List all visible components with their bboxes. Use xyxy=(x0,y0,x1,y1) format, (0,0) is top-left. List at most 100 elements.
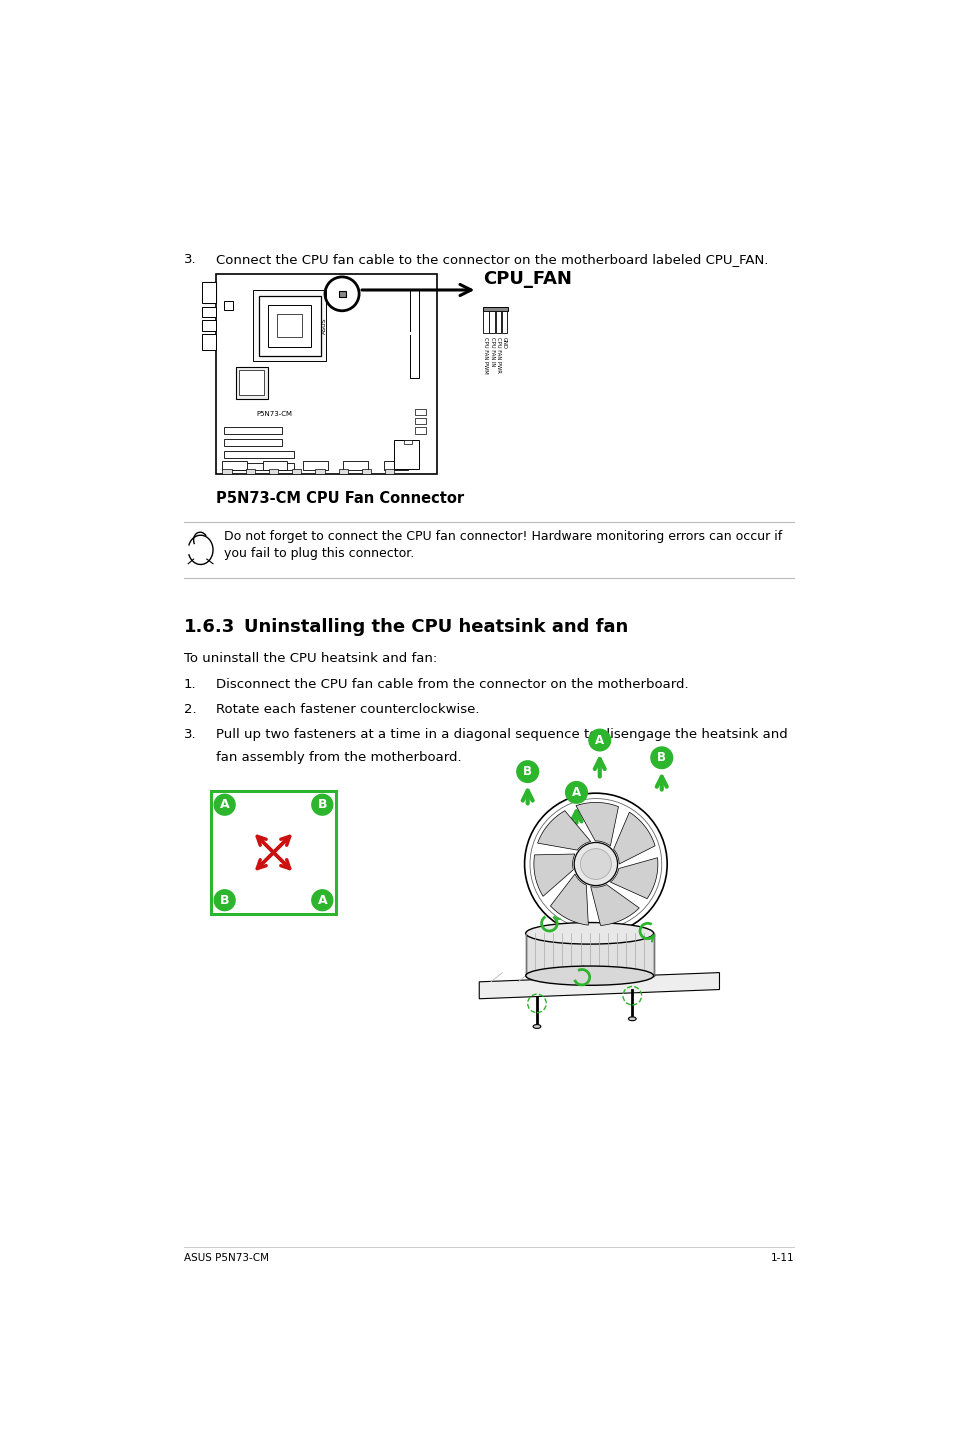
Text: CPU_FAN: CPU_FAN xyxy=(482,270,571,289)
Bar xyxy=(202,306,216,318)
Bar xyxy=(338,469,348,473)
Bar xyxy=(235,367,268,398)
Bar xyxy=(253,290,326,361)
Text: 1.: 1. xyxy=(183,679,196,692)
Text: 1.6.3: 1.6.3 xyxy=(183,617,234,636)
Circle shape xyxy=(214,890,234,910)
Circle shape xyxy=(574,843,617,886)
Text: Disconnect the CPU fan cable from the connector on the motherboard.: Disconnect the CPU fan cable from the co… xyxy=(216,679,688,692)
Circle shape xyxy=(565,782,587,804)
Bar xyxy=(224,301,233,311)
Bar xyxy=(383,460,408,470)
Bar xyxy=(277,315,302,338)
Bar xyxy=(269,469,278,473)
Circle shape xyxy=(588,729,610,751)
Bar xyxy=(385,469,394,473)
Text: A: A xyxy=(572,787,580,800)
Text: To uninstall the CPU heatsink and fan:: To uninstall the CPU heatsink and fan: xyxy=(183,653,436,666)
Ellipse shape xyxy=(533,1024,540,1028)
Bar xyxy=(203,282,216,303)
Bar xyxy=(404,440,412,444)
Circle shape xyxy=(274,362,282,372)
Text: GND: GND xyxy=(501,336,506,348)
Text: Pull up two fasteners at a time in a diagonal sequence to disengage the heatsink: Pull up two fasteners at a time in a dia… xyxy=(216,728,787,741)
Text: B: B xyxy=(220,893,229,907)
Bar xyxy=(415,418,426,424)
Text: fan assembly from the motherboard.: fan assembly from the motherboard. xyxy=(216,751,461,764)
Bar xyxy=(495,311,500,332)
Polygon shape xyxy=(613,812,655,864)
Circle shape xyxy=(530,798,661,929)
Circle shape xyxy=(257,436,271,449)
Bar xyxy=(482,311,488,332)
Bar xyxy=(202,334,216,349)
Bar xyxy=(245,469,254,473)
Bar xyxy=(258,296,320,355)
Text: 3.: 3. xyxy=(183,253,196,266)
Bar xyxy=(410,289,418,378)
Bar xyxy=(292,469,301,473)
Bar xyxy=(222,460,247,470)
Text: P5N73-CM CPU Fan Connector: P5N73-CM CPU Fan Connector xyxy=(216,492,464,506)
Polygon shape xyxy=(534,854,575,896)
Text: P5N73-CM: P5N73-CM xyxy=(256,411,293,417)
Ellipse shape xyxy=(525,966,653,985)
Bar xyxy=(343,460,368,470)
Text: CPU FAN IN: CPU FAN IN xyxy=(489,336,494,365)
Text: ASUS: ASUS xyxy=(322,318,327,334)
Bar xyxy=(211,791,335,915)
Polygon shape xyxy=(590,884,639,926)
Text: Uninstalling the CPU heatsink and fan: Uninstalling the CPU heatsink and fan xyxy=(244,617,628,636)
Circle shape xyxy=(517,761,537,782)
Bar xyxy=(224,427,282,434)
Ellipse shape xyxy=(628,1017,636,1021)
Bar xyxy=(525,933,653,975)
Bar xyxy=(410,332,418,335)
Circle shape xyxy=(312,890,333,910)
Text: B: B xyxy=(657,751,665,764)
Text: A: A xyxy=(219,798,230,811)
Text: CPU FAN PWM: CPU FAN PWM xyxy=(483,336,488,374)
Bar xyxy=(361,469,371,473)
Bar xyxy=(202,282,216,303)
Bar xyxy=(268,305,311,347)
Bar xyxy=(394,440,418,469)
Bar xyxy=(315,469,324,473)
Bar xyxy=(224,439,282,446)
Bar xyxy=(216,275,436,475)
Text: 1-11: 1-11 xyxy=(770,1252,794,1263)
Bar xyxy=(338,290,345,296)
Text: Connect the CPU fan cable to the connector on the motherboard labeled CPU_FAN.: Connect the CPU fan cable to the connect… xyxy=(216,253,768,266)
Circle shape xyxy=(214,794,234,815)
Bar xyxy=(224,463,294,470)
Text: 2.: 2. xyxy=(183,703,196,716)
Bar xyxy=(239,371,264,395)
Polygon shape xyxy=(610,857,658,899)
Text: B: B xyxy=(317,798,327,811)
Polygon shape xyxy=(537,811,590,850)
Polygon shape xyxy=(550,874,588,925)
Text: A: A xyxy=(595,733,603,746)
Bar xyxy=(501,311,507,332)
Text: Do not forget to connect the CPU fan connector! Hardware monitoring errors can o: Do not forget to connect the CPU fan con… xyxy=(224,529,781,542)
Circle shape xyxy=(312,794,333,815)
Polygon shape xyxy=(478,972,719,999)
Text: you fail to plug this connector.: you fail to plug this connector. xyxy=(224,546,414,559)
Bar xyxy=(222,469,232,473)
Text: CPU FAN PWR: CPU FAN PWR xyxy=(496,336,500,372)
Bar xyxy=(482,306,507,311)
Bar xyxy=(262,460,287,470)
Text: ASUS P5N73-CM: ASUS P5N73-CM xyxy=(183,1252,269,1263)
Text: A: A xyxy=(317,893,327,907)
Bar xyxy=(303,460,328,470)
Bar xyxy=(489,311,495,332)
Bar xyxy=(202,321,216,331)
Ellipse shape xyxy=(525,923,653,945)
Text: 3.: 3. xyxy=(183,728,196,741)
Bar xyxy=(224,452,294,459)
Bar xyxy=(415,427,426,434)
Text: Rotate each fastener counterclockwise.: Rotate each fastener counterclockwise. xyxy=(216,703,479,716)
Circle shape xyxy=(524,794,666,935)
Circle shape xyxy=(650,746,672,768)
Circle shape xyxy=(579,848,611,880)
